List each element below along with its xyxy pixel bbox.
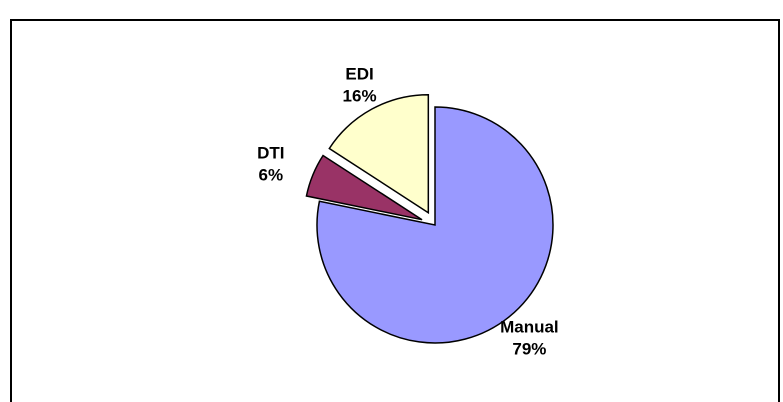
slice-label: Manual (500, 317, 559, 336)
slice-value-label: 16% (343, 87, 377, 106)
slice-value-label: 79% (512, 339, 546, 358)
pie-slice (316, 106, 554, 344)
pie-slice (328, 93, 430, 215)
slice-label: EDI (345, 65, 373, 84)
pie-slice (305, 154, 423, 221)
slice-label: DTI (257, 144, 284, 163)
slice-value-label: 6% (259, 166, 284, 185)
